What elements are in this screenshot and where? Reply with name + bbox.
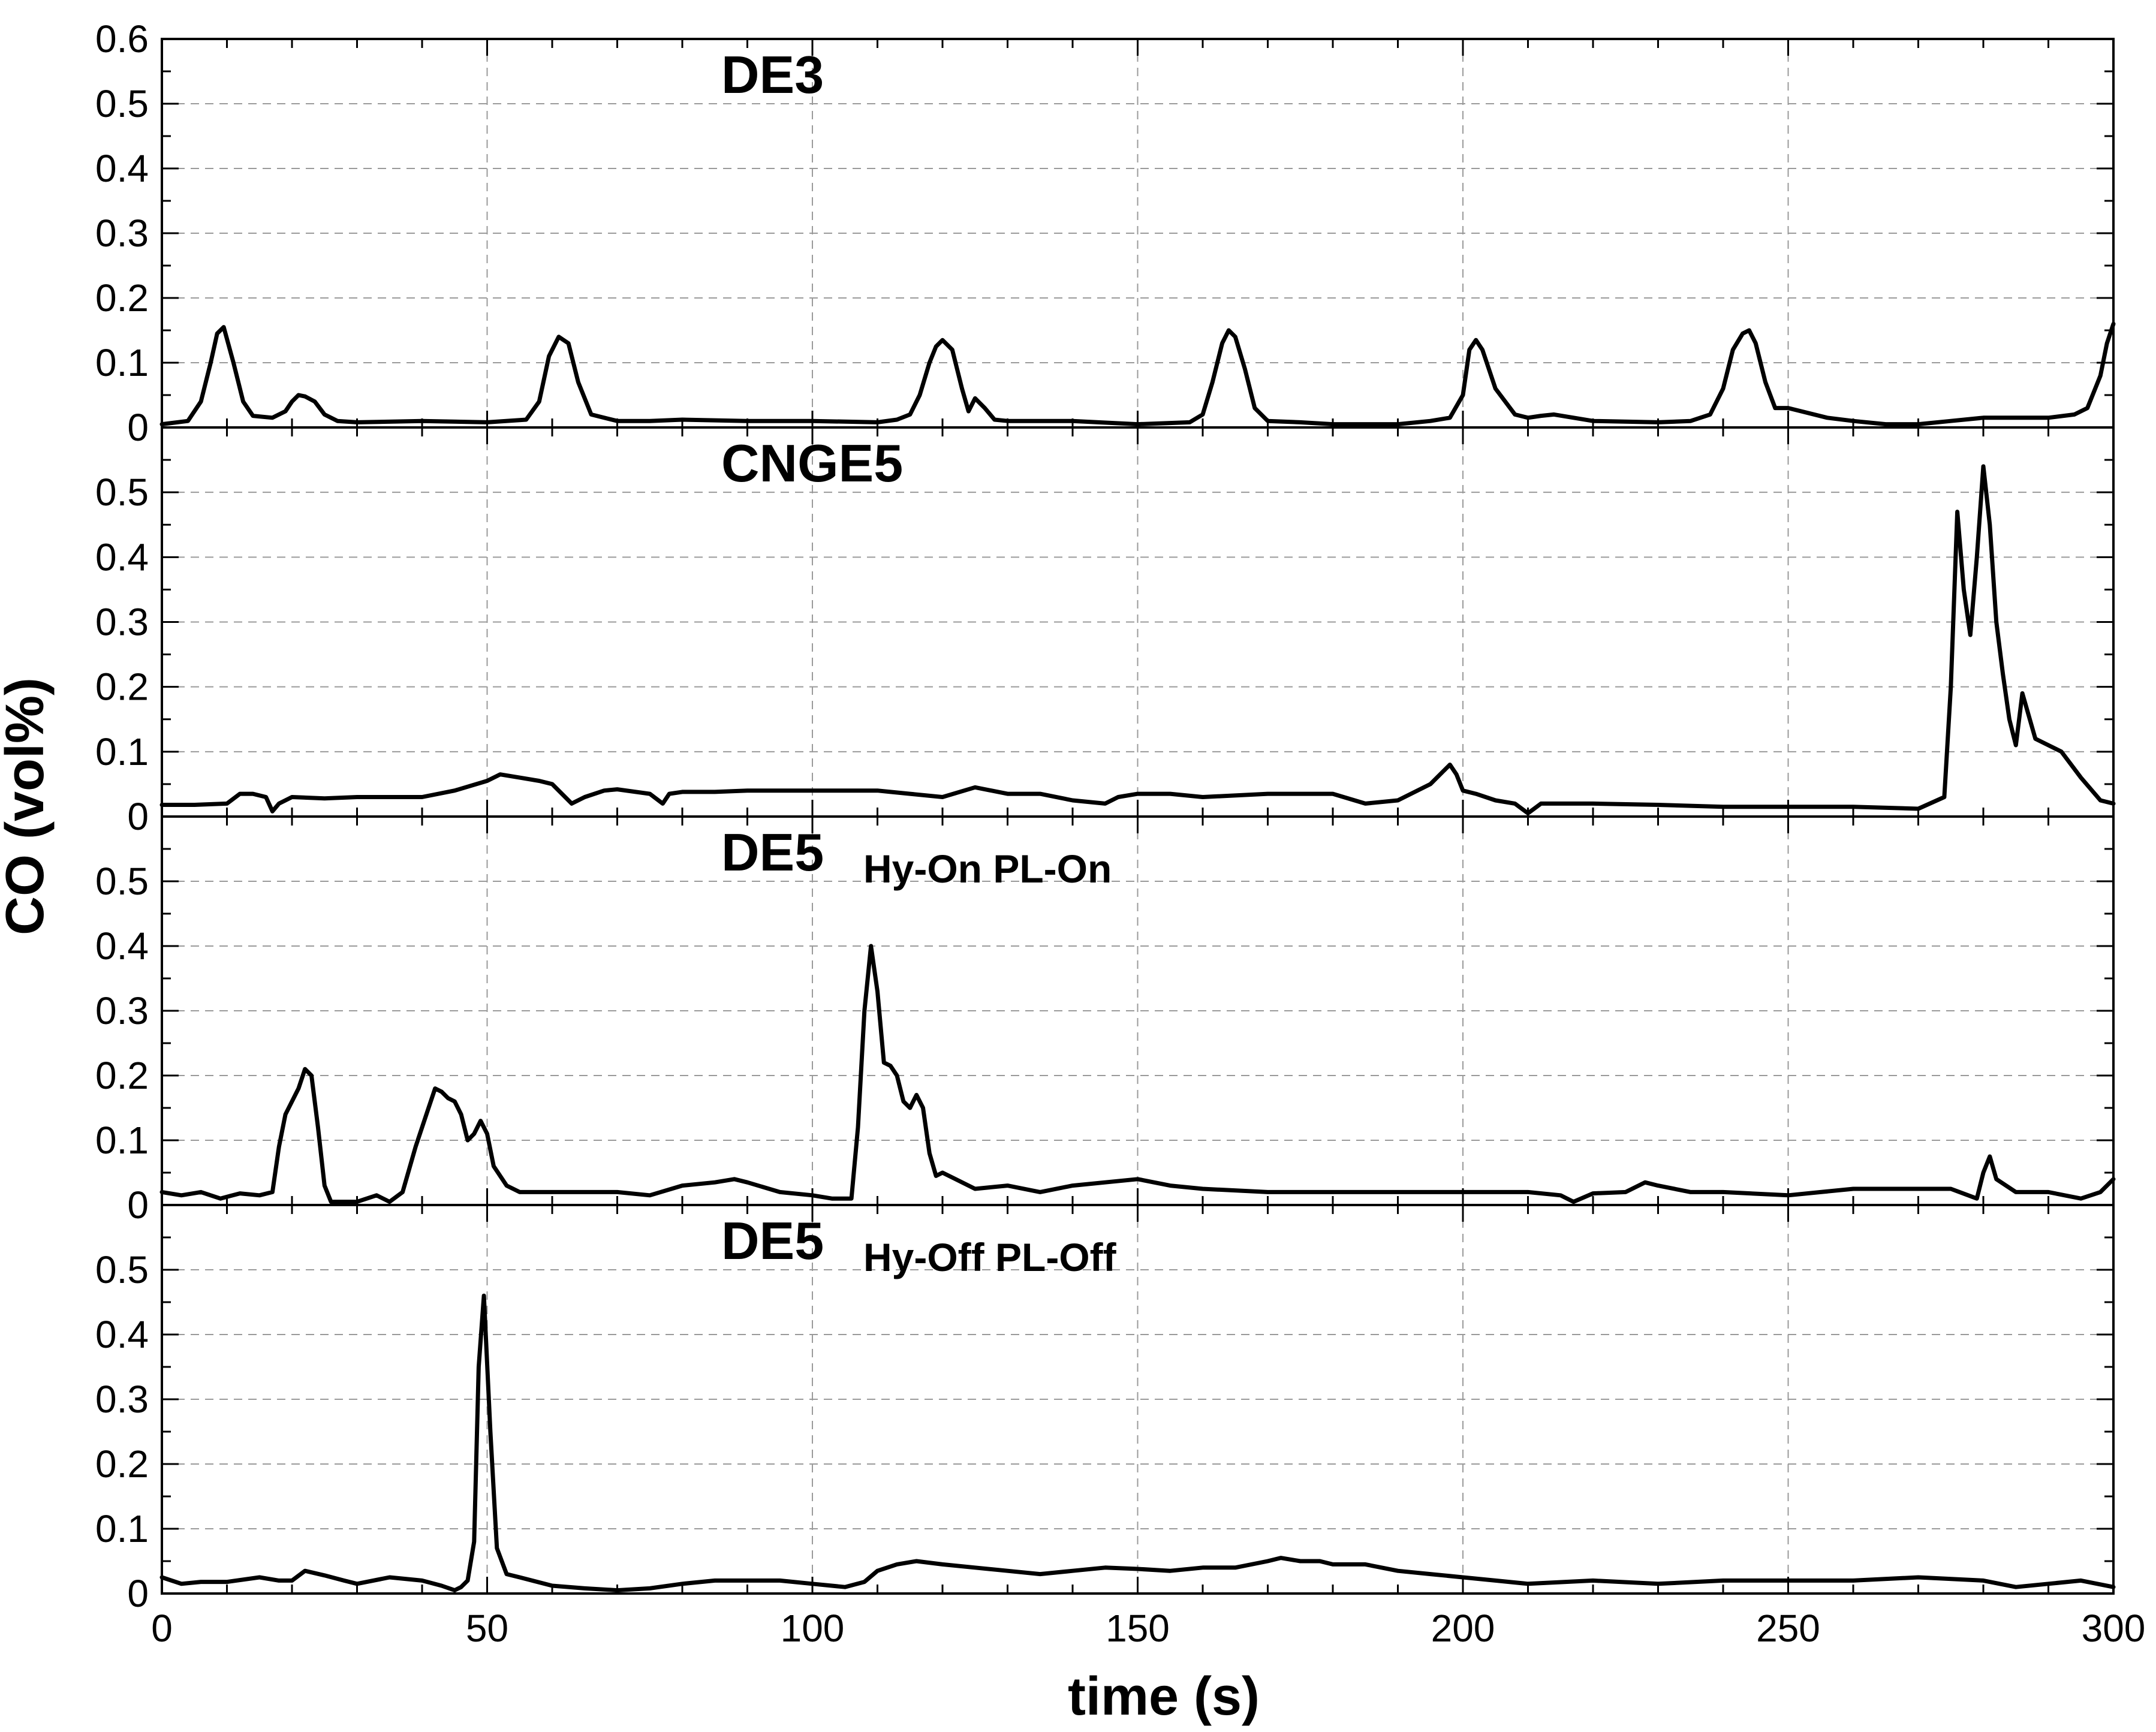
y-tick-label: 0.4 (95, 147, 149, 190)
y-tick-label: 0.3 (95, 989, 149, 1032)
panel-1: 0 0.1 0.2 0.3 0.4 0.5 0.6 DE3 (95, 17, 2116, 449)
y-tick-label: 0.4 (95, 1313, 149, 1356)
panel-frame (161, 1204, 2115, 1595)
x-tick-label: 150 (1106, 1607, 1170, 1650)
series-line (159, 1293, 2116, 1593)
series-line (159, 321, 2116, 427)
panel-4: 0 0.1 0.2 0.3 0.4 0.5 DE5 Hy-Off PL-Off (95, 1204, 2116, 1615)
y-tick-label: 0.5 (95, 471, 149, 514)
y-tick-label: 0.1 (95, 1119, 149, 1162)
panel-title: DE5 (721, 823, 824, 882)
y-tick-label: 0 (127, 1572, 149, 1615)
panel-subtitle: Hy-Off PL-Off (863, 1235, 1117, 1279)
y-tick-label: 0 (127, 1183, 149, 1227)
x-tick-label: 300 (2082, 1607, 2146, 1650)
x-tick-label: 250 (1756, 1607, 1820, 1650)
y-tick-label: 0.1 (95, 730, 149, 773)
y-tick-label: 0.2 (95, 665, 149, 709)
y-tick-label: 0 (127, 406, 149, 449)
y-tick-label: 0.2 (95, 276, 149, 320)
y-axis-label: CO (vol%) (0, 677, 55, 935)
y-tick-label: 0 (127, 795, 149, 838)
y-tick-label: 0.3 (95, 601, 149, 644)
y-tick-label: 0.3 (95, 1378, 149, 1421)
y-tick-label: 0.4 (95, 924, 149, 968)
y-tick-label: 0.4 (95, 535, 149, 579)
x-tick-label: 0 (151, 1607, 173, 1650)
y-tick-label: 0.5 (95, 860, 149, 903)
y-tick-label: 0.3 (95, 212, 149, 255)
y-tick-label: 0.1 (95, 1507, 149, 1550)
panel-3: 0 0.1 0.2 0.3 0.4 0.5 DE5 Hy-On PL-On (95, 815, 2116, 1227)
x-tick-label: 100 (781, 1607, 845, 1650)
x-tick-label: 50 (466, 1607, 508, 1650)
series-line (159, 464, 2116, 816)
x-axis-label: time (s) (1068, 1667, 1260, 1727)
y-tick-label: 0.1 (95, 341, 149, 384)
panel-2: 0 0.1 0.2 0.3 0.4 0.5 CNGE5 (95, 426, 2116, 838)
y-tick-label: 0.2 (95, 1442, 149, 1486)
panel-title: DE3 (721, 45, 824, 104)
panel-title: DE5 (721, 1211, 824, 1270)
x-tick-label: 200 (1431, 1607, 1495, 1650)
y-tick-label: 0.2 (95, 1054, 149, 1097)
y-tick-label: 0.6 (95, 17, 149, 61)
y-tick-label: 0.5 (95, 1248, 149, 1291)
series-line (159, 944, 2116, 1204)
panel-subtitle: Hy-On PL-On (863, 847, 1112, 891)
y-tick-label: 0.5 (95, 82, 149, 125)
chart-panels: 0 0.1 0.2 0.3 0.4 0.5 0.6 DE3 0 0.1 0.2 0.3 0.4 0.5 CN… (95, 17, 2145, 1650)
panel-title: CNGE5 (721, 433, 903, 493)
